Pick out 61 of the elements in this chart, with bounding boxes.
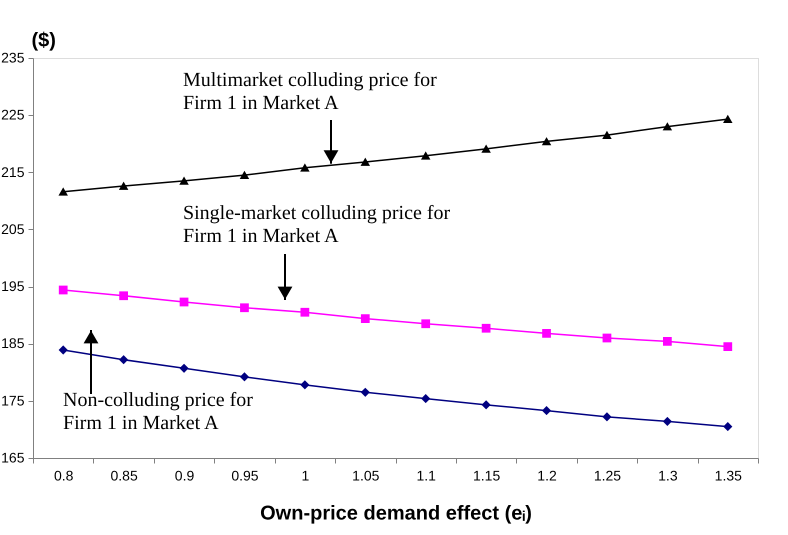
point bbox=[240, 372, 249, 382]
point bbox=[482, 400, 490, 410]
point bbox=[723, 115, 732, 123]
point bbox=[482, 145, 490, 153]
point bbox=[602, 412, 612, 422]
point bbox=[300, 164, 310, 172]
point bbox=[300, 308, 310, 317]
y-tick-label: 225 bbox=[1, 106, 25, 123]
point bbox=[421, 394, 430, 403]
point bbox=[663, 417, 672, 426]
point bbox=[240, 171, 249, 179]
y-tick-label: 195 bbox=[1, 278, 25, 294]
y-tick-label: 215 bbox=[1, 164, 25, 180]
y-axis-title: ($) bbox=[32, 30, 56, 52]
point bbox=[542, 406, 551, 415]
point bbox=[180, 298, 188, 306]
y-tick-label: 205 bbox=[1, 220, 25, 237]
point bbox=[119, 291, 128, 300]
point bbox=[723, 342, 732, 351]
x-tick-label: 1.1 bbox=[416, 468, 436, 484]
point bbox=[421, 319, 430, 328]
point bbox=[360, 158, 370, 166]
point bbox=[360, 314, 370, 323]
y-tick-label: 175 bbox=[1, 392, 25, 408]
x-tick-label: 0.85 bbox=[110, 468, 138, 484]
y-tick-label: 165 bbox=[1, 450, 25, 466]
point bbox=[542, 138, 551, 146]
point bbox=[542, 329, 551, 338]
x-tick-label: 0.8 bbox=[54, 468, 74, 484]
x-tick-label: 0.9 bbox=[174, 468, 194, 484]
point bbox=[421, 152, 430, 160]
annotation: Multimarket colluding price for Firm 1 in Market A bbox=[183, 69, 438, 114]
x-tick-label: 1.25 bbox=[594, 468, 622, 484]
x-tick-label: 0.95 bbox=[231, 468, 259, 484]
x-tick-label: 1.3 bbox=[658, 468, 678, 484]
y-tick-label: 185 bbox=[1, 335, 25, 352]
y-tick-label: 235 bbox=[1, 50, 25, 66]
point bbox=[663, 122, 672, 130]
x-tick-label: 1 bbox=[301, 468, 310, 484]
point bbox=[58, 188, 68, 196]
annotation: Single-market colluding price for Firm 1 in Market A bbox=[183, 202, 450, 247]
x-tick-label: 1.05 bbox=[352, 468, 380, 484]
point bbox=[119, 355, 128, 364]
x-tick-label: 1.15 bbox=[473, 468, 500, 484]
point bbox=[602, 334, 612, 342]
point bbox=[119, 182, 128, 190]
point bbox=[180, 177, 188, 185]
x-tick-label: 1.35 bbox=[714, 468, 742, 484]
point bbox=[482, 324, 490, 333]
point bbox=[602, 131, 612, 139]
point bbox=[240, 303, 249, 312]
point bbox=[180, 364, 188, 373]
point bbox=[58, 286, 68, 294]
point bbox=[300, 380, 310, 390]
point bbox=[58, 346, 68, 354]
x-axis-title: Own-price demand effect (eᵢ) bbox=[260, 502, 532, 524]
x-tick-label: 1.2 bbox=[537, 468, 557, 484]
point bbox=[723, 422, 732, 431]
point bbox=[360, 388, 370, 397]
point bbox=[663, 337, 672, 346]
annotation: Non-colluding price for Firm 1 in Market A bbox=[63, 389, 254, 434]
